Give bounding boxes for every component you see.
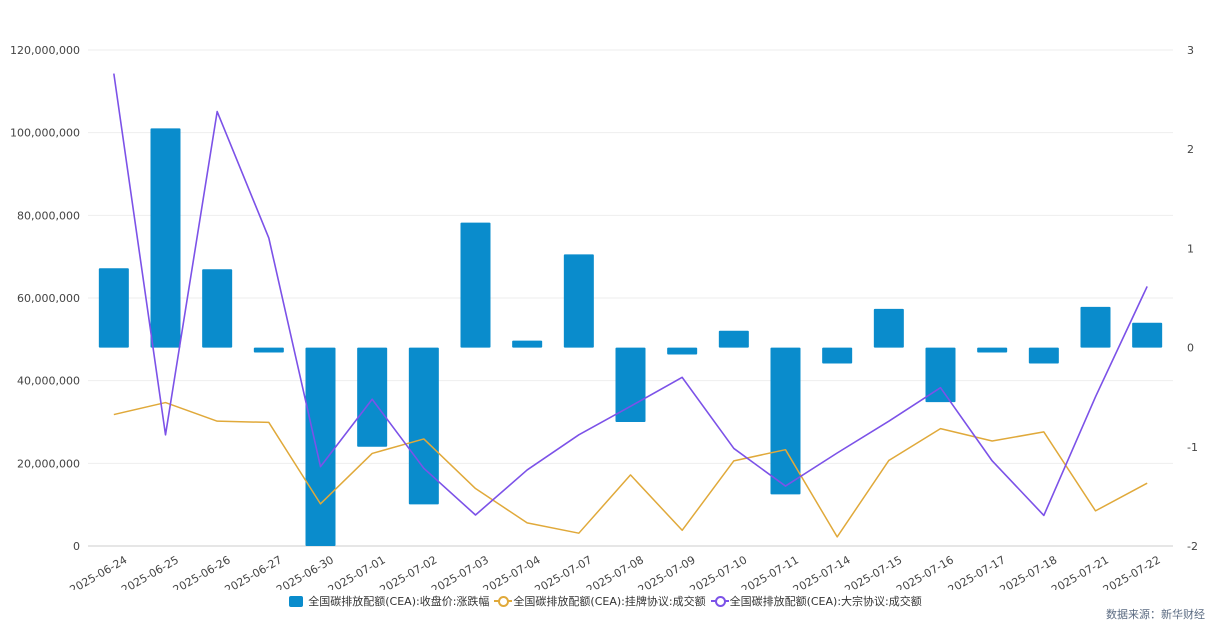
- legend-item-bar[interactable]: 全国碳排放配额(CEA):收盘价:涨跌幅: [289, 593, 489, 609]
- right-tick-label: -1: [1187, 441, 1198, 454]
- bar: [305, 347, 336, 546]
- legend-item-line2[interactable]: 全国碳排放配额(CEA):大宗协议:成交额: [710, 593, 922, 609]
- right-axis-ticks: -2 -1 0 1 2 3: [1187, 44, 1198, 553]
- data-source: 数据来源：新华财经: [1106, 608, 1205, 621]
- left-tick-label: 80,000,000: [17, 209, 80, 222]
- grid-lines: [88, 49, 1173, 547]
- series-line: [113, 401, 1148, 538]
- bar: [925, 347, 956, 403]
- bar: [1080, 306, 1111, 348]
- bar: [977, 347, 1008, 353]
- legend: 全国碳排放配额(CEA):收盘价:涨跌幅 全国碳排放配额(CEA):挂牌协议:成…: [0, 593, 1211, 609]
- bar: [822, 347, 853, 364]
- right-tick-label: -2: [1187, 540, 1198, 553]
- bar: [1028, 347, 1059, 364]
- left-tick-label: 60,000,000: [17, 292, 80, 305]
- bar: [150, 128, 181, 348]
- left-tick-label: 40,000,000: [17, 375, 80, 388]
- bar: [357, 347, 388, 447]
- x-tick-label: 2025-07-22: [1101, 553, 1163, 590]
- left-tick-label: 0: [73, 540, 80, 553]
- combo-chart: 0 20,000,000 40,000,000 60,000,000 80,000,00…: [10, 44, 1198, 590]
- left-tick-label: 120,000,000: [10, 44, 80, 57]
- bar-series: [98, 128, 1163, 546]
- right-tick-label: 2: [1187, 143, 1194, 156]
- bar: [202, 269, 233, 348]
- bar: [512, 340, 543, 348]
- series-line: [113, 73, 1148, 517]
- bar: [1132, 322, 1163, 348]
- left-tick-label: 100,000,000: [10, 127, 80, 140]
- bar: [253, 347, 284, 353]
- line-series: [113, 73, 1148, 538]
- line-swatch-icon: [710, 595, 729, 607]
- bar: [460, 222, 491, 348]
- x-axis-labels: 2025-06-242025-06-252025-06-262025-06-27…: [67, 553, 1162, 590]
- left-axis-ticks: 0 20,000,000 40,000,000 60,000,000 80,000,00…: [10, 44, 80, 553]
- bar: [667, 347, 698, 355]
- bar: [408, 347, 439, 505]
- legend-label-bar: 全国碳排放配额(CEA):收盘价:涨跌幅: [308, 595, 490, 608]
- line-swatch-icon: [494, 595, 513, 607]
- legend-item-line1[interactable]: 全国碳排放配额(CEA):挂牌协议:成交额: [494, 593, 706, 609]
- right-tick-label: 1: [1187, 242, 1194, 255]
- bar-swatch-icon: [289, 595, 304, 607]
- bar: [718, 330, 749, 348]
- bar: [563, 254, 594, 348]
- bar: [98, 268, 129, 348]
- legend-label-line2: 全国碳排放配额(CEA):大宗协议:成交额: [729, 595, 922, 608]
- bar: [873, 308, 904, 348]
- left-tick-label: 20,000,000: [17, 457, 80, 470]
- right-tick-label: 0: [1187, 342, 1194, 355]
- legend-label-line1: 全国碳排放配额(CEA):挂牌协议:成交额: [513, 595, 706, 608]
- bar: [770, 347, 801, 495]
- bar: [615, 347, 646, 422]
- right-tick-label: 3: [1187, 44, 1194, 57]
